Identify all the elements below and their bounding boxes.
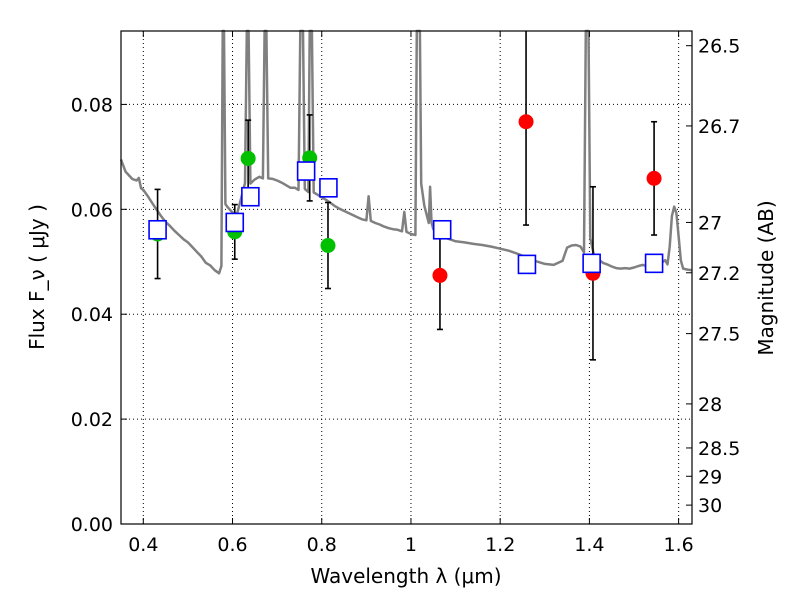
y-ticks: 0.00 0.02 0.04 0.06 0.08 (71, 94, 127, 536)
magnitude-tick-label: 27.2 (698, 263, 740, 285)
model-sed (119, 29, 693, 275)
y-tick-label: 0.08 (71, 94, 113, 116)
y-tick-label: 0.00 (71, 514, 113, 536)
magnitude-tick-label: 29 (698, 466, 722, 488)
x-tick-label: 0.4 (128, 534, 158, 556)
red-data-point (432, 267, 448, 283)
x-axis-label: Wavelength λ (μm) (310, 564, 501, 588)
y-tick-label: 0.02 (71, 409, 113, 431)
x-tick-label: 1.2 (485, 534, 515, 556)
model-photometry-box (319, 178, 338, 198)
red-data-point (646, 170, 662, 186)
x-tick-label: 1.4 (574, 534, 604, 556)
data-markers (148, 114, 664, 283)
y-axis-label: Flux F_ν ( μJy ) (25, 204, 49, 350)
model-photometry-box (432, 219, 452, 240)
model-photometry-box (644, 253, 664, 274)
right-axis-label: Magnitude (AB) (754, 200, 778, 355)
x-tick-label: 0.8 (307, 534, 337, 556)
x-tick-label: 1 (405, 534, 417, 556)
model-photometry-box (225, 212, 245, 233)
y-tick-label: 0.06 (71, 199, 113, 221)
green-data-point (240, 150, 256, 166)
magnitude-tick-label: 27.5 (698, 324, 740, 346)
magnitude-tick-label: 30 (698, 495, 722, 517)
green-data-point (320, 238, 336, 254)
model-photometry-box (517, 254, 537, 275)
model-photometry-box (241, 186, 260, 207)
magnitude-ticks: 26.5 26.7 27 27.2 27.5 28 28.5 29 30 (686, 36, 740, 517)
x-ticks: 0.4 0.6 0.8 1 1.2 1.4 1.6 (128, 31, 694, 556)
y-tick-label: 0.04 (71, 304, 113, 326)
magnitude-tick-label: 28 (698, 394, 722, 416)
grid-lines (121, 31, 692, 524)
x-tick-label: 1.6 (664, 534, 694, 556)
magnitude-tick-label: 28.5 (698, 438, 740, 460)
model-sed-line (119, 29, 693, 275)
magnitude-tick-label: 27 (698, 212, 722, 234)
model-photometry-box (148, 219, 167, 240)
error-bars (154, 31, 658, 361)
model-photometry-box (582, 253, 601, 274)
x-tick-label: 0.6 (217, 534, 247, 556)
model-photometry-box (296, 161, 316, 181)
plot-frame (120, 30, 693, 525)
red-data-point (518, 114, 534, 130)
magnitude-tick-label: 26.5 (698, 36, 740, 58)
magnitude-tick-label: 26.7 (698, 116, 740, 138)
